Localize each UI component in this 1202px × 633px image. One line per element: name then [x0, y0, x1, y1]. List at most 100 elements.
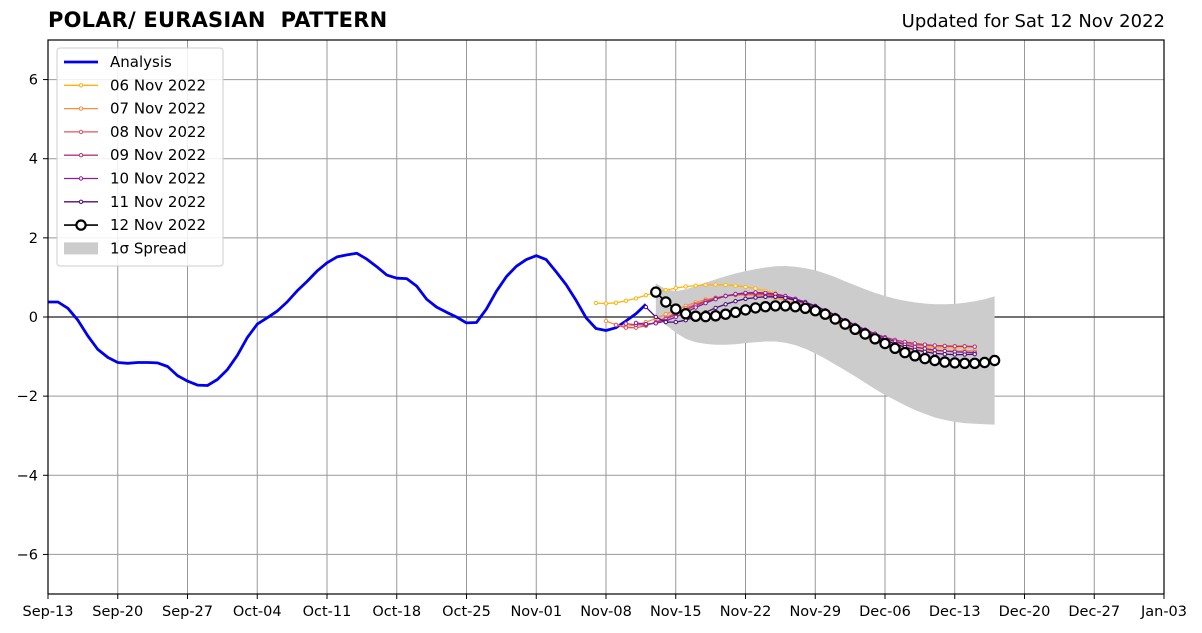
- forecast-point: [713, 282, 718, 287]
- x-tick-label: Nov-29: [789, 604, 841, 620]
- legend-label: 06 Nov 2022: [110, 76, 206, 94]
- forecast-point: [709, 310, 722, 322]
- forecast-point: [952, 352, 957, 357]
- forecast-point: [988, 354, 1001, 367]
- forecast-point: [753, 290, 758, 295]
- x-tick-label: Oct-18: [372, 604, 421, 620]
- x-tick-label: Sep-20: [92, 604, 143, 620]
- forecast-point: [769, 300, 782, 312]
- forecast-point: [699, 310, 712, 323]
- legend-label: 08 Nov 2022: [110, 123, 206, 141]
- forecast-point: [719, 308, 732, 320]
- legend-label: 07 Nov 2022: [110, 100, 206, 118]
- legend-label: Analysis: [110, 53, 172, 71]
- forecast-point: [663, 312, 668, 317]
- forecast-point: [613, 322, 619, 328]
- x-tick-label: Dec-06: [859, 604, 911, 620]
- forecast-point: [693, 305, 698, 310]
- forecast-point: [733, 283, 738, 288]
- forecast-point: [673, 285, 678, 291]
- forecast-point: [919, 352, 931, 365]
- forecast-point: [929, 354, 941, 367]
- forecast-point: [743, 284, 748, 290]
- forecast-point: [643, 321, 649, 327]
- x-tick-label: Nov-08: [580, 604, 632, 620]
- forecast-point: [743, 290, 748, 296]
- forecast-point: [623, 298, 629, 303]
- forecast-point: [603, 318, 609, 324]
- legend-label: 1σ Spread: [110, 239, 187, 257]
- forecast-point: [703, 282, 708, 288]
- x-tick-label: Nov-22: [720, 604, 772, 620]
- y-tick-label: 4: [29, 152, 38, 168]
- forecast-point: [753, 295, 758, 300]
- forecast-point: [763, 294, 768, 299]
- forecast-point: [703, 300, 708, 306]
- legend-label: 12 Nov 2022: [110, 216, 206, 234]
- legend-label: 09 Nov 2022: [110, 146, 206, 164]
- forecast-point: [753, 286, 758, 291]
- forecast-point: [909, 350, 921, 362]
- forecast-point: [643, 304, 649, 310]
- forecast-point: [743, 296, 748, 301]
- forecast-point: [660, 296, 672, 308]
- updated-date: Updated for Sat 12 Nov 2022: [901, 11, 1165, 32]
- forecast-point: [683, 284, 688, 289]
- plot-frame: [47, 39, 1165, 595]
- x-tick-label: Dec-13: [929, 604, 981, 620]
- y-tick-label: −2: [17, 389, 38, 405]
- forecast-point: [959, 357, 971, 369]
- forecast-point: [879, 337, 891, 350]
- x-tick-label: Nov-15: [650, 604, 702, 620]
- axes: Sep-13 Sep-20 Sep-27 Oct-04 Oct-11 Oct-18 Oct-…: [17, 39, 1187, 620]
- x-tick-label: Oct-04: [233, 604, 282, 620]
- y-tick-label: 0: [29, 310, 38, 326]
- legend-marker: [78, 106, 84, 111]
- x-tick-label: Nov-01: [510, 604, 562, 620]
- forecast-point: [789, 301, 802, 313]
- analysis-line: [48, 251, 647, 387]
- forecast-point: [809, 305, 822, 317]
- forecast-point: [932, 343, 937, 348]
- forecast-point: [739, 304, 752, 316]
- forecast-point: [939, 356, 951, 368]
- forecast-point: [839, 318, 851, 330]
- forecast-point: [949, 357, 961, 369]
- forecast-point: [733, 291, 738, 297]
- forecast-point: [643, 293, 649, 298]
- forecast-point: [912, 341, 918, 346]
- x-tick-label: Jan-03: [1140, 604, 1187, 620]
- forecast-point: [729, 306, 742, 318]
- forecast-point: [962, 344, 967, 349]
- forecast-point: [633, 296, 639, 301]
- forecast-point: [653, 314, 658, 320]
- forecast-point: [829, 313, 841, 325]
- forecast-point: [889, 342, 901, 354]
- forecast-point: [978, 356, 991, 369]
- forecast-point: [819, 308, 831, 320]
- forecast-point: [763, 290, 768, 296]
- forecast-point: [942, 352, 947, 357]
- legend-marker: [78, 129, 84, 135]
- legend-marker: [78, 199, 84, 205]
- forecast-point: [779, 300, 792, 312]
- forecast-point: [899, 346, 911, 359]
- legend-marker: [78, 83, 84, 88]
- forecast-point: [623, 325, 629, 330]
- forecast-point: [623, 321, 629, 326]
- forecast-point: [603, 301, 609, 306]
- legend-marker: [78, 176, 84, 181]
- forecast-point: [869, 333, 881, 345]
- x-tick-label: Sep-27: [162, 604, 213, 620]
- forecast-point: [723, 293, 728, 299]
- legend-box: [56, 47, 224, 267]
- y-tick-label: −6: [17, 547, 38, 563]
- x-tick-label: Sep-13: [22, 604, 73, 620]
- forecast-point: [859, 328, 871, 340]
- y-tick-label: −4: [17, 468, 38, 484]
- forecast-series: [650, 286, 1001, 369]
- legend-label: 11 Nov 2022: [110, 193, 206, 211]
- forecast-point: [593, 300, 599, 306]
- forecast-point: [969, 357, 981, 369]
